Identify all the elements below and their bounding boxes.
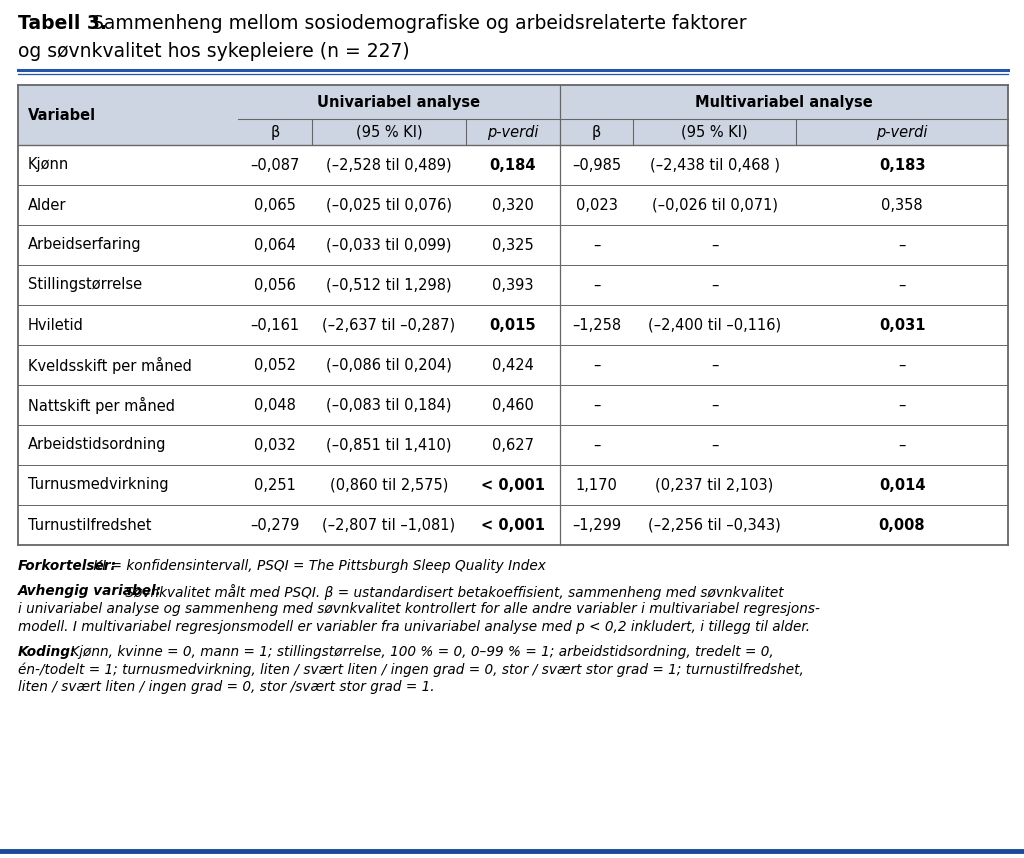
Bar — [238, 119, 560, 145]
Bar — [560, 119, 1008, 145]
Text: –1,258: –1,258 — [572, 317, 622, 333]
Text: Arbeidstidsordning: Arbeidstidsordning — [28, 438, 167, 452]
Text: 0,023: 0,023 — [575, 197, 617, 213]
Text: –: – — [593, 397, 600, 413]
Text: (–2,807 til –1,081): (–2,807 til –1,081) — [323, 517, 456, 533]
Text: –: – — [593, 438, 600, 452]
Text: –: – — [711, 397, 718, 413]
Text: Univariabel analyse: Univariabel analyse — [317, 94, 480, 110]
Text: –0,279: –0,279 — [250, 517, 300, 533]
Text: p-verdi: p-verdi — [487, 124, 539, 140]
Text: p-verdi: p-verdi — [877, 124, 928, 140]
Text: –: – — [711, 277, 718, 293]
Text: Turnustilfredshet: Turnustilfredshet — [28, 517, 152, 533]
Text: 0,183: 0,183 — [879, 158, 926, 172]
Text: 0,251: 0,251 — [254, 478, 296, 492]
Text: (–0,086 til 0,204): (–0,086 til 0,204) — [326, 358, 452, 372]
Text: én-/todelt = 1; turnusmedvirkning, liten / svært liten / ingen grad = 0, stor / : én-/todelt = 1; turnusmedvirkning, liten… — [18, 662, 804, 677]
Text: (–2,256 til –0,343): (–2,256 til –0,343) — [648, 517, 781, 533]
Text: KI = konfidensintervall, PSQI = The Pittsburgh Sleep Quality Index: KI = konfidensintervall, PSQI = The Pitt… — [89, 559, 546, 573]
Text: 0,015: 0,015 — [489, 317, 537, 333]
Text: (–2,400 til –0,116): (–2,400 til –0,116) — [648, 317, 781, 333]
Text: (0,860 til 2,575): (0,860 til 2,575) — [330, 478, 449, 492]
Text: –0,161: –0,161 — [251, 317, 300, 333]
Text: (–2,528 til 0,489): (–2,528 til 0,489) — [327, 158, 452, 172]
Text: 1,170: 1,170 — [575, 478, 617, 492]
Text: (0,237 til 2,103): (0,237 til 2,103) — [655, 478, 773, 492]
Text: 0,358: 0,358 — [882, 197, 923, 213]
Text: –: – — [593, 277, 600, 293]
Text: < 0,001: < 0,001 — [481, 517, 545, 533]
Text: Nattskift per måned: Nattskift per måned — [28, 396, 175, 414]
Text: 0,393: 0,393 — [493, 277, 534, 293]
Text: i univariabel analyse og sammenheng med søvnkvalitet kontrollert for alle andre : i univariabel analyse og sammenheng med … — [18, 602, 820, 616]
Text: Søvnkvalitet målt med PSQI. β = ustandardisert betakoeffisient, sammenheng med s: Søvnkvalitet målt med PSQI. β = ustandar… — [121, 584, 783, 601]
Text: –: – — [898, 238, 905, 252]
Text: 0,032: 0,032 — [254, 438, 296, 452]
Text: 0,048: 0,048 — [254, 397, 296, 413]
Text: –: – — [898, 438, 905, 452]
Bar — [18, 85, 238, 145]
Text: Stillingstørrelse: Stillingstørrelse — [28, 277, 142, 293]
Text: Sammenheng mellom sosiodemografiske og arbeidsrelaterte faktorer: Sammenheng mellom sosiodemografiske og a… — [86, 14, 746, 33]
Text: Alder: Alder — [28, 197, 67, 213]
Text: β: β — [592, 124, 601, 140]
Text: liten / svært liten / ingen grad = 0, stor /svært stor grad = 1.: liten / svært liten / ingen grad = 0, st… — [18, 680, 434, 694]
Text: 0,325: 0,325 — [493, 238, 534, 252]
Text: 0,031: 0,031 — [879, 317, 926, 333]
Text: (95 % KI): (95 % KI) — [681, 124, 748, 140]
Text: 0,065: 0,065 — [254, 197, 296, 213]
Text: –0,087: –0,087 — [250, 158, 300, 172]
Text: Koding:: Koding: — [18, 645, 77, 659]
Text: 0,056: 0,056 — [254, 277, 296, 293]
Text: Tabell 3.: Tabell 3. — [18, 14, 106, 33]
Text: 0,052: 0,052 — [254, 358, 296, 372]
Text: –1,299: –1,299 — [572, 517, 622, 533]
Text: Multivariabel analyse: Multivariabel analyse — [695, 94, 872, 110]
Text: (–0,083 til 0,184): (–0,083 til 0,184) — [327, 397, 452, 413]
Text: modell. I multivariabel regresjonsmodell er variabler fra univariabel analyse me: modell. I multivariabel regresjonsmodell… — [18, 619, 810, 633]
Text: 0,064: 0,064 — [254, 238, 296, 252]
Text: 0,008: 0,008 — [879, 517, 926, 533]
Text: 0,184: 0,184 — [489, 158, 537, 172]
Text: (–0,033 til 0,099): (–0,033 til 0,099) — [327, 238, 452, 252]
Text: –: – — [593, 358, 600, 372]
Text: < 0,001: < 0,001 — [481, 478, 545, 492]
Text: 0,460: 0,460 — [493, 397, 534, 413]
Text: 0,320: 0,320 — [493, 197, 534, 213]
Text: –: – — [898, 397, 905, 413]
Text: (–2,637 til –0,287): (–2,637 til –0,287) — [323, 317, 456, 333]
Text: (–0,851 til 1,410): (–0,851 til 1,410) — [327, 438, 452, 452]
Text: –0,985: –0,985 — [572, 158, 622, 172]
Text: Kjønn: Kjønn — [28, 158, 70, 172]
Text: Avhengig variabel:: Avhengig variabel: — [18, 584, 162, 599]
Text: (–0,026 til 0,071): (–0,026 til 0,071) — [651, 197, 777, 213]
Text: 0,627: 0,627 — [492, 438, 534, 452]
Text: –: – — [898, 277, 905, 293]
Text: 0,424: 0,424 — [493, 358, 534, 372]
Text: (–0,512 til 1,298): (–0,512 til 1,298) — [327, 277, 452, 293]
Text: –: – — [711, 438, 718, 452]
Bar — [560, 85, 1008, 119]
Text: –: – — [593, 238, 600, 252]
Text: –: – — [711, 358, 718, 372]
Text: (95 % KI): (95 % KI) — [355, 124, 422, 140]
Text: Forkortelser:: Forkortelser: — [18, 559, 117, 573]
Text: β: β — [270, 124, 280, 140]
Text: –: – — [898, 358, 905, 372]
Text: (–0,025 til 0,076): (–0,025 til 0,076) — [326, 197, 452, 213]
Text: (–2,438 til 0,468 ): (–2,438 til 0,468 ) — [649, 158, 779, 172]
Text: Kjønn, kvinne = 0, mann = 1; stillingstørrelse, 100 % = 0, 0–99 % = 1; arbeidsti: Kjønn, kvinne = 0, mann = 1; stillingstø… — [66, 645, 774, 659]
Text: –: – — [711, 238, 718, 252]
Text: Turnusmedvirkning: Turnusmedvirkning — [28, 478, 169, 492]
Bar — [238, 85, 560, 119]
Text: Kveldsskift per måned: Kveldsskift per måned — [28, 356, 191, 373]
Text: Arbeidserfaring: Arbeidserfaring — [28, 238, 141, 252]
Text: og søvnkvalitet hos sykepleiere (n = 227): og søvnkvalitet hos sykepleiere (n = 227… — [18, 42, 410, 61]
Text: Variabel: Variabel — [28, 107, 96, 123]
Text: Hviletid: Hviletid — [28, 317, 84, 333]
Text: 0,014: 0,014 — [879, 478, 926, 492]
